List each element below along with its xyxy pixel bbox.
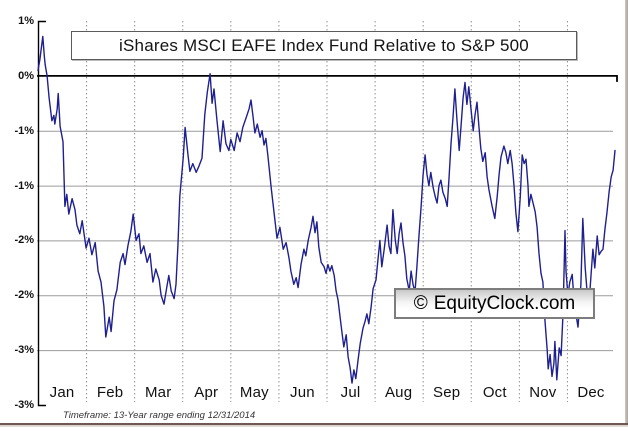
x-axis-month-label: Jan (49, 384, 75, 401)
zero-line (37, 74, 618, 82)
x-axis-month-label: Aug (384, 384, 413, 401)
y-axis-tick-label: -1% (14, 179, 34, 192)
x-axis-month-label: Dec (577, 384, 605, 401)
x-axis-month-label: May (239, 384, 269, 401)
y-axis-tick-label: -3% (14, 344, 34, 357)
timeframe-note: Timeframe: 13-Year range ending 12/31/20… (63, 410, 256, 421)
series-line (37, 35, 616, 384)
x-axis-month-label: Apr (194, 384, 219, 401)
y-axis-tick-label: 1% (18, 15, 34, 27)
watermark-box: © EquityClock.com (394, 288, 595, 319)
x-axis-month-label: Mar (144, 384, 172, 401)
y-axis-tick-label: 0% (18, 69, 34, 82)
watermark-text: EquityClock.com (433, 293, 576, 314)
copyright-icon: © (413, 293, 428, 314)
x-axis-month-label: Sep (433, 384, 461, 401)
right-border (625, 0, 628, 423)
y-axis-tick-label: -3% (14, 399, 34, 411)
y-axis-tick-label: -1% (14, 124, 34, 137)
x-axis-month-label: Jun (290, 384, 315, 401)
bottom-divider (0, 423, 628, 427)
chart-title-box: iShares MSCI EAFE Index Fund Relative to… (71, 31, 577, 60)
y-axis-tick-label: -2% (14, 289, 34, 302)
x-axis-month-label: Nov (529, 384, 557, 401)
chart-title: iShares MSCI EAFE Index Fund Relative to… (119, 36, 529, 55)
x-axis-month-label: Feb (96, 384, 124, 401)
y-axis-tick-label: -2% (14, 234, 34, 247)
x-axis-month-label: Oct (482, 384, 507, 401)
x-axis-month-label: Jul (340, 384, 361, 401)
y-axis-line (37, 20, 46, 407)
